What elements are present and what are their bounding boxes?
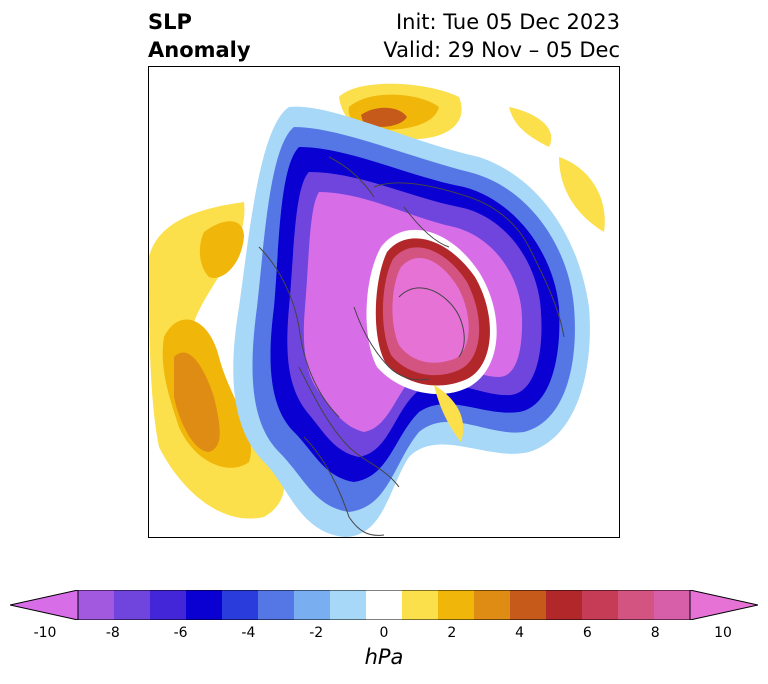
colorbar-outline	[77, 590, 691, 620]
colorbar-tick-label: 8	[650, 625, 660, 641]
colorbar-cell	[150, 590, 187, 620]
colorbar-tick-label: -10	[33, 625, 57, 641]
colorbar-units: hPa	[364, 645, 404, 669]
colorbar-tick-label: 2	[447, 625, 457, 641]
colorbar-tick-label: 6	[582, 625, 592, 641]
positive-anomaly-arctic	[366, 229, 497, 442]
colorbar-outline-high	[689, 590, 758, 620]
map-title-right: Init: Tue 05 Dec 2023 Valid: 29 Nov – 05…	[383, 8, 620, 64]
colorbar-tick-label: -4	[241, 625, 256, 641]
colorbar-cell	[258, 590, 295, 620]
colorbar-cell	[294, 590, 331, 620]
colorbar-cell	[474, 590, 511, 620]
anomaly-map-canvas	[149, 83, 605, 537]
colorbar-cells	[78, 590, 691, 620]
colorbar-extend-low	[10, 590, 78, 620]
colorbar-cell	[654, 590, 691, 620]
colorbar-cell	[546, 590, 583, 620]
valid-range: Valid: 29 Nov – 05 Dec	[383, 38, 620, 62]
map-title-left: SLP Anomaly	[148, 8, 251, 64]
colorbar-tick-label: 4	[515, 625, 525, 641]
colorbar-outline-low	[10, 590, 79, 620]
init-date: Init: Tue 05 Dec 2023	[395, 10, 620, 34]
colorbar-cell	[114, 590, 151, 620]
colorbar-tick-label: 0	[379, 625, 389, 641]
colorbar-cell	[510, 590, 547, 620]
colorbar	[10, 590, 758, 620]
colorbar-cell	[330, 590, 367, 620]
colorbar-cell	[618, 590, 655, 620]
colorbar-cell	[222, 590, 259, 620]
colorbar-tick-label: -8	[105, 625, 120, 641]
colorbar-tick-label: 10	[714, 625, 732, 641]
colorbar-tick-label: -6	[173, 625, 188, 641]
anomaly-map	[148, 66, 620, 538]
colorbar-cell	[438, 590, 475, 620]
colorbar-extend-high	[690, 590, 758, 620]
colorbar-cell	[582, 590, 619, 620]
colorbar-cell	[186, 590, 223, 620]
title-type: Anomaly	[148, 38, 251, 62]
title-variable: SLP	[148, 10, 192, 34]
colorbar-cell	[78, 590, 115, 620]
colorbar-tick-label: -2	[309, 625, 324, 641]
colorbar-cell	[402, 590, 439, 620]
coastlines	[258, 156, 565, 536]
colorbar-cell	[366, 590, 403, 620]
